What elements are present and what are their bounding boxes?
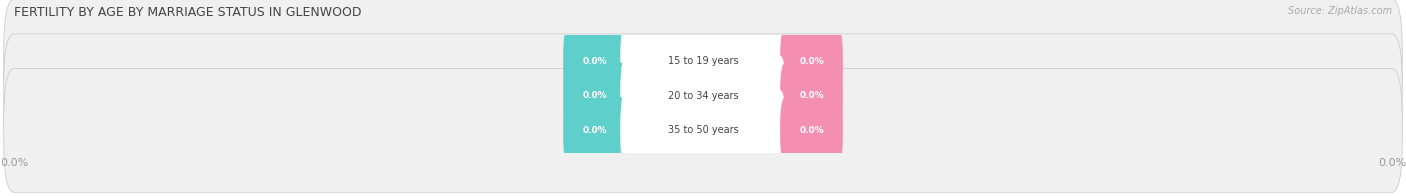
FancyBboxPatch shape [4,68,1402,192]
Text: 20 to 34 years: 20 to 34 years [668,91,738,101]
Text: 15 to 19 years: 15 to 19 years [668,56,738,66]
Text: 0.0%: 0.0% [582,91,607,100]
FancyBboxPatch shape [564,97,626,164]
FancyBboxPatch shape [780,28,842,95]
FancyBboxPatch shape [4,0,1402,123]
Text: 0.0%: 0.0% [799,91,824,100]
Text: FERTILITY BY AGE BY MARRIAGE STATUS IN GLENWOOD: FERTILITY BY AGE BY MARRIAGE STATUS IN G… [14,6,361,19]
Text: 0.0%: 0.0% [799,57,824,66]
Text: 0.0%: 0.0% [799,126,824,135]
FancyBboxPatch shape [620,20,786,102]
FancyBboxPatch shape [780,97,842,164]
FancyBboxPatch shape [620,55,786,137]
Legend: Married, Unmarried: Married, Unmarried [630,193,776,196]
FancyBboxPatch shape [564,62,626,129]
Text: Source: ZipAtlas.com: Source: ZipAtlas.com [1288,6,1392,16]
Text: 35 to 50 years: 35 to 50 years [668,125,738,135]
Text: 0.0%: 0.0% [582,126,607,135]
FancyBboxPatch shape [620,89,786,172]
FancyBboxPatch shape [780,62,842,129]
FancyBboxPatch shape [4,34,1402,158]
Text: 0.0%: 0.0% [582,57,607,66]
FancyBboxPatch shape [564,28,626,95]
